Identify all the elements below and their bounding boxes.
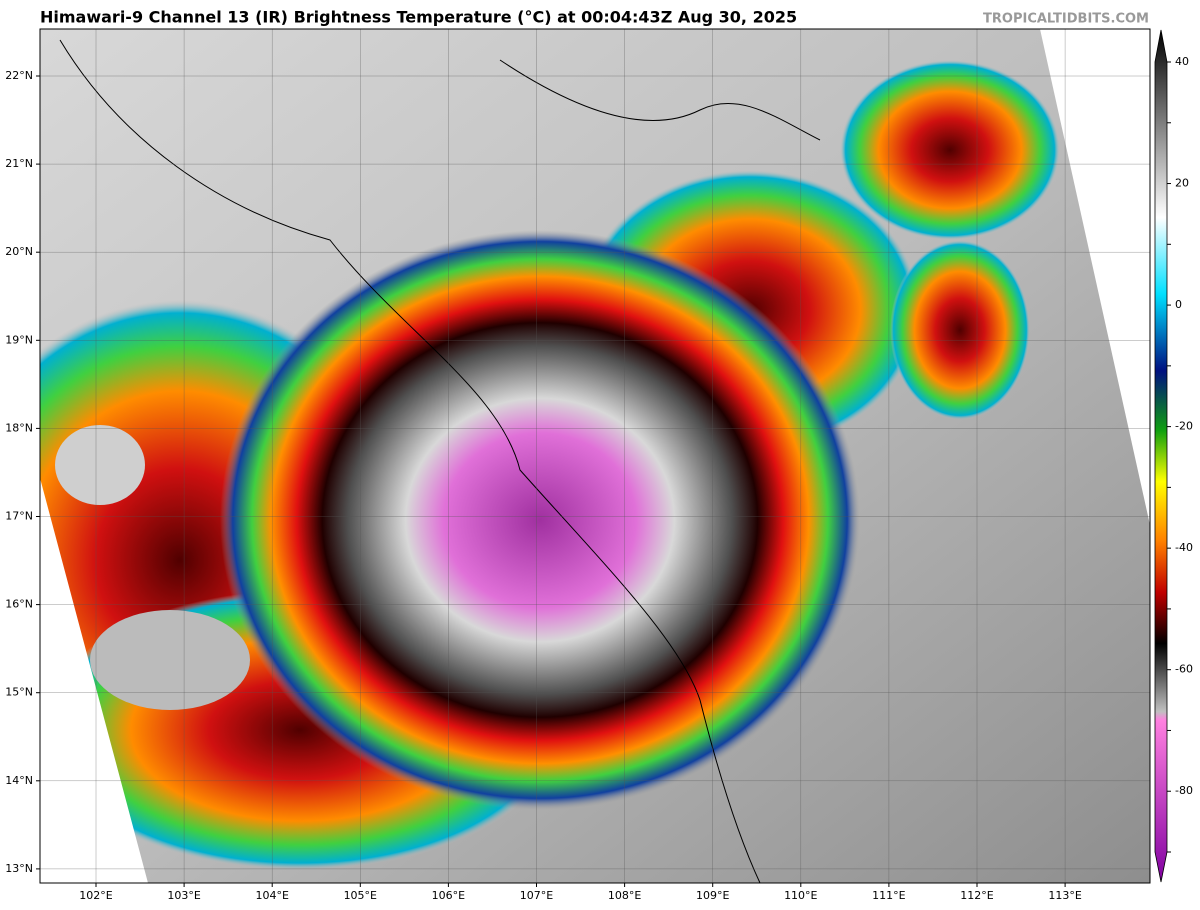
lon-label: 107°E [520,889,553,902]
colorbar-ticks: 40 20 0 -20 -40 -60 -80 [1167,55,1193,853]
lon-label: 113°E [1048,889,1081,902]
lon-label: 103°E [167,889,200,902]
lat-label: 14°N [5,774,33,787]
lon-label: 111°E [872,889,905,902]
watermark: TROPICALTIDBITS.COM [983,12,1149,27]
lat-label: 21°N [5,157,33,170]
colorbar-label: -40 [1175,541,1193,554]
lat-label: 13°N [5,862,33,875]
map-frame [39,28,1151,884]
lon-label: 106°E [432,889,465,902]
lat-label: 19°N [5,333,33,346]
satellite-image [40,29,1150,883]
lon-label: 108°E [608,889,641,902]
lon-label: 105°E [344,889,377,902]
lon-label: 102°E [79,889,112,902]
lat-label: 22°N [5,69,33,82]
lat-label: 20°N [5,245,33,258]
title: Himawari-9 Channel 13 (IR) Brightness Te… [40,8,797,27]
lat-label: 17°N [5,510,33,523]
colorbar-label: 20 [1175,177,1189,190]
graticule: 22°N 21°N 20°N 19°N 18°N 17°N 16°N 15°N 14°N 13°N… [5,29,1150,902]
colorbar-label: -60 [1175,663,1193,676]
lon-label: 109°E [696,889,729,902]
colorbar-label: 40 [1175,55,1189,68]
lat-label: 16°N [5,598,33,611]
lat-label: 15°N [5,686,33,699]
colorbar-label: -20 [1175,420,1193,433]
lat-label: 18°N [5,421,33,434]
lon-label: 104°E [255,889,288,902]
lon-label: 112°E [960,889,993,902]
colorbar-label: -80 [1175,784,1193,797]
colorbar [1154,29,1168,883]
colorbar-label: 0 [1175,298,1182,311]
lon-label: 110°E [784,889,817,902]
